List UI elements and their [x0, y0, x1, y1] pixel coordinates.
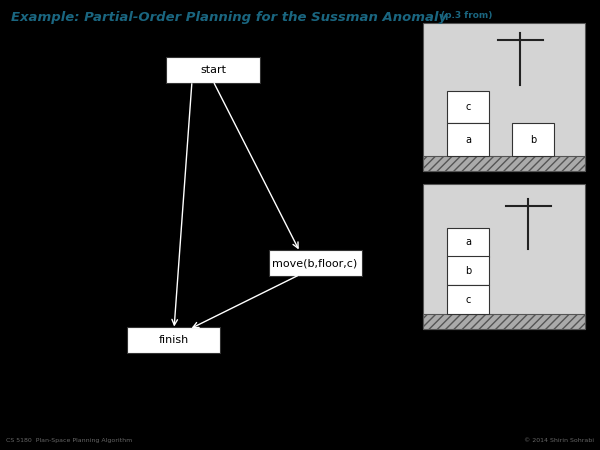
Bar	[166, 57, 260, 83]
Bar	[447, 228, 490, 256]
Bar	[423, 314, 585, 328]
Text: b: b	[465, 266, 472, 276]
Bar	[447, 256, 490, 285]
Bar	[423, 184, 585, 328]
Bar	[447, 123, 490, 156]
Text: CS 5180  Plan-Space Planning Algorithm: CS 5180 Plan-Space Planning Algorithm	[6, 438, 132, 443]
Text: © 2014 Shirin Sohrabi: © 2014 Shirin Sohrabi	[524, 438, 594, 443]
Text: a: a	[466, 237, 472, 247]
Bar	[423, 156, 585, 171]
Text: Example: Partial-Order Planning for the Sussman Anomaly: Example: Partial-Order Planning for the …	[11, 11, 447, 24]
Text: start: start	[200, 65, 226, 75]
Text: c: c	[466, 295, 471, 305]
Bar	[512, 123, 554, 156]
Text: (p.3 from): (p.3 from)	[441, 11, 493, 20]
Bar	[269, 250, 361, 276]
Text: b: b	[530, 135, 536, 145]
Text: a: a	[466, 135, 472, 145]
Bar	[423, 22, 585, 171]
Bar	[447, 285, 490, 314]
Text: move(b,floor,c): move(b,floor,c)	[272, 258, 358, 268]
Text: finish: finish	[159, 335, 189, 345]
Text: c: c	[466, 102, 471, 112]
Bar	[447, 91, 490, 123]
Bar	[127, 327, 221, 353]
